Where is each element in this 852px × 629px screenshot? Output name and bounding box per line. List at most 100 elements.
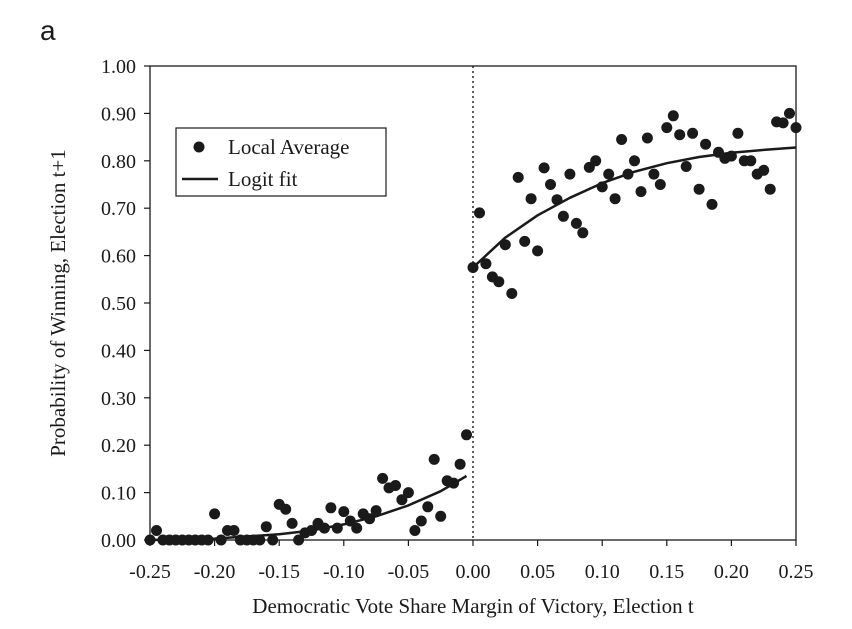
y-tick-label: 0.20 [101,435,136,457]
x-tick-label: 0.25 [779,561,814,583]
x-tick-label: 0.05 [520,561,555,583]
y-tick-label: 0.70 [101,198,136,220]
data-point [654,179,666,190]
y-tick-label: 0.80 [101,151,136,173]
y-tick-label: 0.10 [101,483,136,505]
data-point [254,534,266,546]
legend-label-local-average: Local Average [228,135,349,159]
data-point [377,472,389,484]
data-point [525,193,537,205]
legend: Local Average Logit fit [175,127,387,197]
data-point [435,510,447,522]
data-point [151,525,162,536]
legend-marker-dot [193,141,205,153]
data-point [331,522,343,534]
data-point [641,132,653,144]
x-tick-label: 0.00 [456,561,491,583]
y-tick-label: 0.50 [101,293,136,315]
data-point [260,521,272,533]
data-point [661,122,673,134]
data-point [512,171,524,183]
data-point [596,181,608,193]
panel-label: a [40,15,56,46]
data-point [790,122,802,134]
logit-fit-line [472,146,797,269]
data-point [338,506,350,518]
data-point [538,162,550,174]
data-point [390,480,401,491]
data-point [700,138,712,150]
data-point [784,107,795,119]
data-point [745,155,757,167]
data-point [209,508,221,520]
data-point [674,129,686,141]
data-point [280,503,292,515]
data-point [318,522,330,534]
data-point [499,239,511,251]
data-point [396,494,408,506]
data-point [551,194,563,206]
x-tick-label: -0.15 [258,561,300,583]
data-point [344,515,356,527]
y-tick-label: 0.40 [101,340,136,362]
x-tick-label: -0.20 [194,561,236,583]
data-point [629,155,640,167]
data-point [564,168,576,180]
y-tick-label: 0.30 [101,388,136,410]
data-point [144,534,156,546]
data-point [325,502,337,514]
x-tick-label: 0.10 [585,561,620,583]
data-point [215,534,227,546]
data-point [448,477,460,489]
data-point [467,262,479,273]
data-point [506,288,518,299]
data-point [370,505,382,517]
y-tick-label: 0.00 [101,530,136,552]
x-tick-label: -0.10 [323,561,365,583]
data-point [351,522,363,534]
y-tick-label: 0.60 [101,246,136,268]
data-point [402,487,414,499]
data-point [635,186,647,198]
y-axis-label: Probability of Winning, Election t+1 [46,149,70,457]
data-point [777,117,789,129]
data-point [693,183,705,195]
data-point [519,235,531,247]
data-point [687,127,699,139]
data-point [758,164,770,176]
data-point [422,501,434,513]
x-axis-label: Democratic Vote Share Margin of Victory,… [252,594,694,618]
data-point [286,517,298,529]
data-point [616,134,628,145]
data-point [725,150,737,162]
data-point [590,155,602,167]
data-point [409,525,421,536]
data-point [764,183,776,195]
data-point [609,193,621,205]
legend-label-logit-fit: Logit fit [228,167,298,191]
data-point [732,127,744,139]
x-tick-label: -0.05 [388,561,430,583]
data-point [428,453,440,465]
data-point [480,258,492,270]
data-point [603,168,615,180]
data-point [474,207,485,219]
data-point [680,161,692,172]
data-point [415,515,427,527]
data-point [454,458,466,470]
data-point [293,534,305,546]
y-axis-ticks: 0.00 0.10 0.20 0.30 0.40 0.50 0.60 0.70 0.80 0.90… [101,56,150,552]
data-point [577,227,589,239]
data-point [667,110,679,122]
data-point [622,168,634,180]
local-average-points [144,107,802,546]
data-point [557,210,569,222]
x-tick-label: -0.25 [129,561,171,583]
data-point [364,513,376,525]
x-tick-label: 0.20 [714,561,749,583]
legend-box [175,127,387,197]
data-point [228,525,240,536]
data-point [493,276,505,288]
data-point [545,179,556,190]
